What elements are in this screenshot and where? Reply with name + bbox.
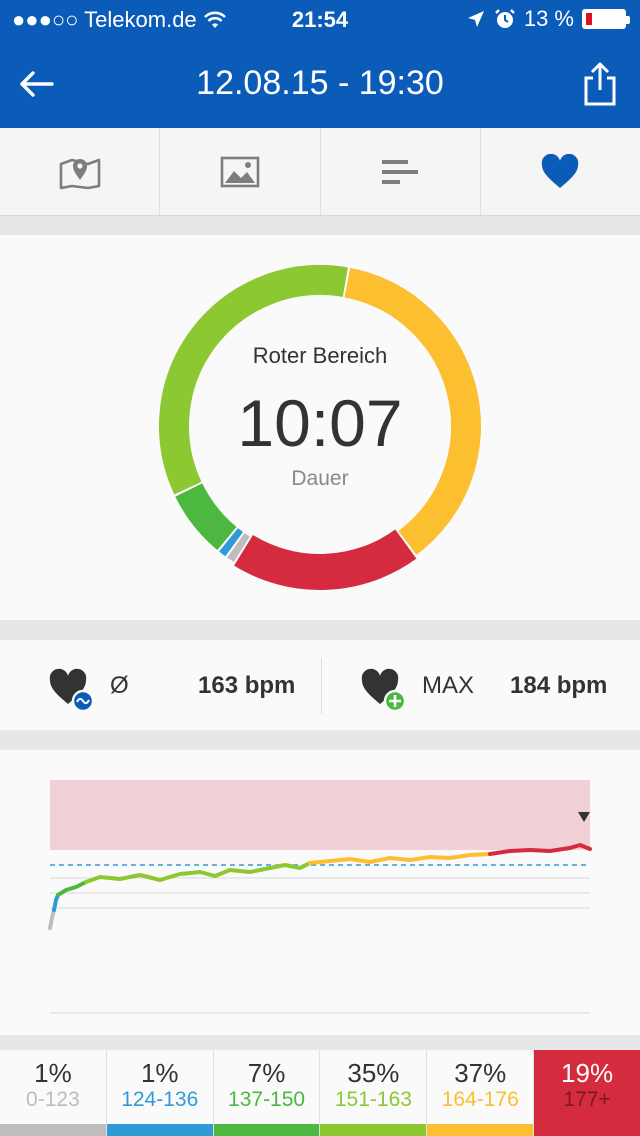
zone-cell[interactable]: 19% 177+: [534, 1050, 640, 1136]
page-title: 12.08.15 - 19:30: [196, 64, 444, 102]
tab-heart-rate[interactable]: [481, 128, 640, 215]
zone-range: 151-163: [334, 1088, 412, 1111]
tab-splits[interactable]: [321, 128, 481, 215]
zone-percent: 7%: [247, 1058, 286, 1088]
zone-range: 177+: [563, 1088, 611, 1111]
zone-percent: 35%: [347, 1058, 400, 1088]
heart-rate-chart: [48, 780, 592, 1014]
zone-percent: 37%: [454, 1058, 507, 1088]
zone-arc: [344, 267, 481, 555]
heart-icon: [542, 153, 579, 188]
max-label: MAX: [422, 672, 475, 699]
ring-value: 10:07: [237, 386, 403, 460]
back-arrow-icon[interactable]: [18, 62, 58, 106]
ring-sublabel: Dauer: [291, 467, 349, 490]
zone-range: 124-136: [121, 1088, 199, 1111]
share-icon[interactable]: [580, 60, 620, 108]
location-arrow-icon: [467, 11, 484, 27]
heart-rate-stats: Ø 163 bpm MAX 184 bpm: [0, 640, 640, 730]
wifi-icon: [203, 11, 226, 28]
battery-icon: [582, 9, 630, 29]
stats-divider: [321, 658, 322, 714]
zone-color-bar: [427, 1124, 534, 1136]
zone-cell[interactable]: 37% 164-176: [427, 1050, 535, 1136]
ring-label: Roter Bereich: [252, 343, 388, 368]
heart-rate-line-segment: [488, 843, 592, 856]
zone-cell[interactable]: 7% 137-150: [213, 1050, 321, 1136]
zone-percent: 1%: [140, 1058, 179, 1088]
status-time: 21:54: [291, 7, 349, 32]
status-bar: ●●●○○ Telekom.de 21:54 13 %: [0, 0, 640, 40]
zone-cell[interactable]: 1% 124-136: [106, 1050, 214, 1136]
zone-color-bar: [106, 1124, 213, 1136]
tab-map[interactable]: [0, 128, 161, 215]
heart-rate-line-segment: [308, 852, 492, 865]
heart-zone-ring: [159, 265, 481, 590]
splits-icon: [382, 159, 419, 184]
carrier-label: ●●●○○ Telekom.de: [12, 7, 197, 32]
heart-rate-line-segment: [48, 908, 56, 930]
alarm-icon: [494, 9, 515, 28]
zone-percent: 1%: [34, 1058, 72, 1088]
heart-rate-line-segment: [56, 880, 88, 897]
zone-arc: [234, 529, 417, 590]
zone-range: 137-150: [228, 1088, 306, 1111]
zone-color-bar: [0, 1124, 106, 1136]
zone-color-bar: [320, 1124, 427, 1136]
zone-percent: 19%: [561, 1058, 614, 1088]
max-marker-icon: [578, 812, 590, 822]
heart-rate-chart-card: [0, 750, 640, 1035]
zone-arc: [175, 483, 237, 551]
zone-arc: [219, 528, 244, 557]
average-value: 163 bpm: [198, 672, 296, 699]
zone-arc: [159, 265, 348, 495]
zone-arc: [227, 532, 250, 562]
carrier: ●●●○○ Telekom.de: [12, 7, 227, 33]
zone-color-bar: [213, 1124, 320, 1136]
status-right: 13 %: [466, 6, 630, 32]
heart-rate-line-segment: [84, 861, 312, 884]
nav-bar: 12.08.15 - 19:30: [0, 40, 640, 128]
zone-range: 164-176: [441, 1088, 519, 1111]
detail-tabs: [0, 128, 640, 216]
photo-icon: [220, 156, 260, 187]
heart-zones-bar: 1% 0-123 1% 124-136 7% 137-150 35% 151-163 37% 16…: [0, 1050, 640, 1136]
heart-average-icon: [49, 668, 95, 713]
heart-zone-ring-card: Roter Bereich 10:07 Dauer: [0, 235, 640, 620]
max-value: 184 bpm: [510, 672, 608, 699]
heart-max-icon: [361, 668, 407, 713]
zone-cell[interactable]: 35% 151-163: [320, 1050, 428, 1136]
battery-percent: 13 %: [523, 6, 574, 31]
zone-cell[interactable]: 1% 0-123: [0, 1050, 107, 1136]
red-zone-band: [50, 780, 590, 850]
tab-photos[interactable]: [160, 128, 321, 215]
average-symbol: Ø: [110, 672, 129, 699]
zone-range: 0-123: [26, 1088, 80, 1111]
map-icon: [59, 158, 100, 189]
